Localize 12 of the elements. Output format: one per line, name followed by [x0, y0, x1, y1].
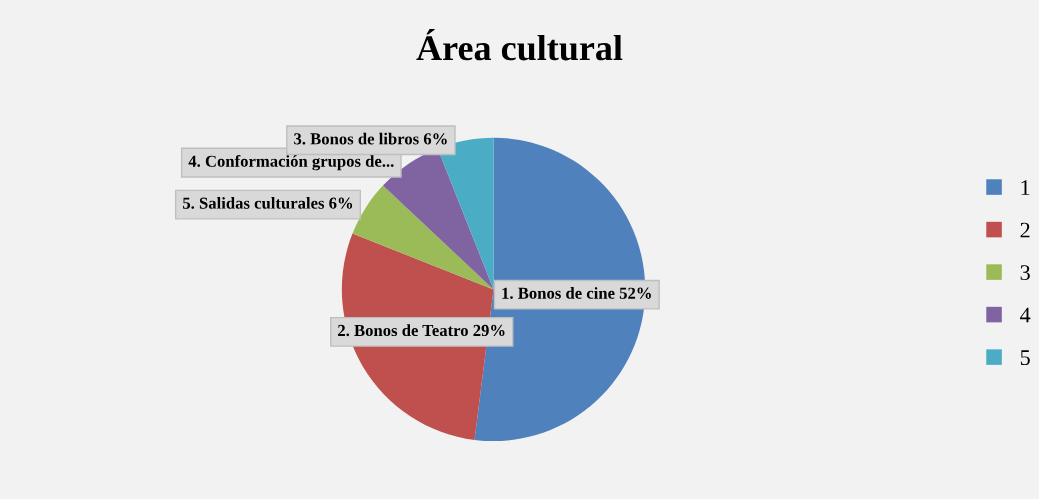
data-label: 2. Bonos de Teatro 29%: [338, 324, 505, 337]
legend-label: 2: [1020, 222, 1030, 238]
data-label: 3. Bonos de libros 6%: [294, 132, 447, 145]
data-label: 1. Bonos de cine 52%: [502, 287, 651, 299]
data-label: 4. Conformación grupos de...: [188, 154, 394, 171]
legend-label: 3: [1020, 265, 1030, 281]
data-label: 5. Salidas culturales 6%: [183, 197, 353, 209]
legend-label: 5: [1020, 350, 1030, 366]
legend-label: 1: [1021, 180, 1030, 195]
pie-slice: [352, 185, 494, 290]
legend-label: 4: [1020, 307, 1031, 323]
chart-title: Área cultural: [416, 29, 623, 61]
